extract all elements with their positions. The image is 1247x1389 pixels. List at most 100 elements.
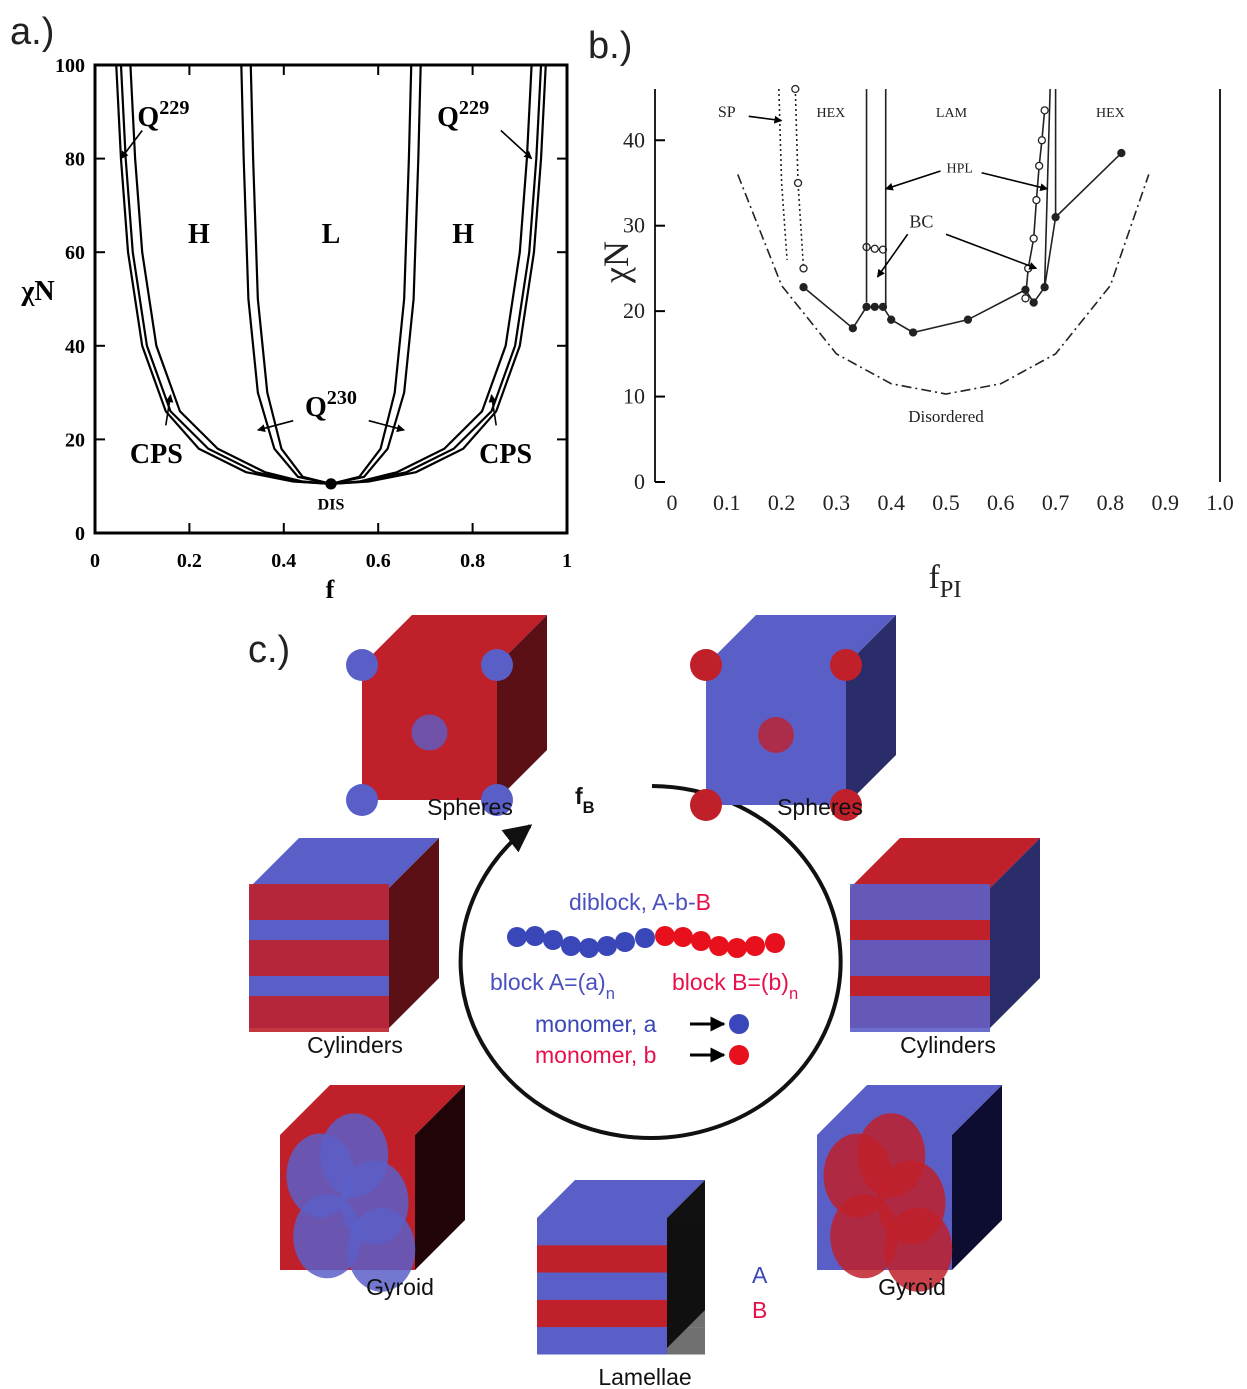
- lamella: [537, 1273, 667, 1300]
- gyroid-domain: [320, 1113, 388, 1197]
- morphology-label: Spheres: [777, 794, 863, 820]
- x-tick-label: 1: [562, 550, 572, 572]
- point: [795, 179, 802, 186]
- cylinder: [249, 940, 389, 976]
- curve: [779, 89, 787, 260]
- monomer-bead: [745, 936, 765, 956]
- lamella-side: [667, 1327, 705, 1354]
- annotation: HEX: [1096, 106, 1125, 121]
- sphere: [758, 717, 794, 753]
- y-tick-label: 40: [623, 127, 645, 152]
- annotation-base: Q: [137, 102, 159, 133]
- block-a-label-base: block A=(a): [490, 969, 606, 995]
- point: [1118, 150, 1125, 157]
- y-tick-label: 60: [65, 242, 85, 264]
- monomer-bead: [635, 928, 655, 948]
- annotation: H: [452, 219, 474, 250]
- block-b-label-sub: n: [789, 984, 798, 1003]
- annotation-sup: 229: [459, 97, 489, 119]
- morphology-label: Gyroid: [366, 1274, 434, 1300]
- x-tick-label: 0.9: [1151, 490, 1179, 515]
- lamella: [537, 1218, 667, 1245]
- x-tick-label: 0.2: [768, 490, 796, 515]
- point: [1036, 162, 1043, 169]
- arrow-label-sub: B: [583, 798, 595, 817]
- annotation: HEX: [817, 106, 846, 121]
- morphology-cube: [850, 838, 1040, 1032]
- x-tick-label: 0.3: [823, 490, 851, 515]
- morphology-label: Cylinders: [307, 1032, 403, 1058]
- point: [326, 479, 336, 489]
- point: [871, 245, 878, 252]
- x-tick-label: 0.7: [1042, 490, 1070, 515]
- annotation-arrow: [886, 171, 941, 189]
- monomer-bead: [615, 932, 635, 952]
- point: [792, 86, 799, 93]
- annotation: CPS: [479, 439, 532, 470]
- annotation-base: Disordered: [908, 407, 984, 426]
- annotation-base: CPS: [479, 439, 532, 470]
- point: [800, 284, 807, 291]
- x-axis-label-sub: PI: [940, 576, 962, 603]
- morphology-cube: [537, 1180, 705, 1355]
- morphology-label: Gyroid: [878, 1274, 946, 1300]
- chain-title-a: diblock, A-b-: [569, 889, 696, 915]
- monomer-bead: [525, 926, 545, 946]
- point: [964, 316, 971, 323]
- annotation-base: LAM: [936, 106, 968, 121]
- annotation: Q230: [305, 387, 357, 423]
- annotation-base: Q: [437, 102, 459, 133]
- block-a-label-sub: n: [606, 984, 615, 1003]
- lamella: [537, 1245, 667, 1272]
- panel-label: a.): [10, 11, 54, 53]
- annotation-base: DIS: [318, 497, 345, 514]
- sphere: [346, 649, 378, 681]
- x-axis-label: f: [326, 575, 335, 604]
- point: [888, 316, 895, 323]
- monomer-bead: [507, 927, 527, 947]
- monomer-bead: [543, 930, 563, 950]
- point: [849, 325, 856, 332]
- block-b-label: block B=(b)n: [672, 969, 798, 1003]
- cylinder: [850, 996, 990, 1032]
- sphere: [412, 715, 448, 751]
- gyroid-domain: [857, 1113, 925, 1197]
- annotation: CPS: [130, 439, 183, 470]
- monomer-bead: [673, 927, 693, 947]
- monomer-bead: [727, 938, 747, 958]
- point: [863, 303, 870, 310]
- curve: [738, 174, 1149, 394]
- arrow-label: fB: [575, 783, 595, 817]
- lamella-side: [667, 1273, 705, 1300]
- monomer-bead: [765, 933, 785, 953]
- monomer-bead: [579, 938, 599, 958]
- x-tick-label: 0: [90, 550, 100, 572]
- annotation-base: HEX: [1096, 106, 1125, 121]
- y-tick-label: 20: [623, 298, 645, 323]
- cycle-arrow: [461, 786, 841, 1138]
- morphology-cube: [346, 615, 547, 816]
- monomer-a-label: monomer, a: [535, 1011, 657, 1037]
- y-axis-label: χN: [596, 241, 636, 284]
- point: [1022, 295, 1029, 302]
- x-axis-label: fPI: [928, 559, 961, 603]
- sphere: [690, 789, 722, 821]
- point: [800, 265, 807, 272]
- monomer-bead: [597, 936, 617, 956]
- lamella: [537, 1300, 667, 1327]
- sphere: [690, 649, 722, 681]
- curve: [251, 65, 411, 484]
- point: [1038, 137, 1045, 144]
- annotation-base: HEX: [817, 106, 846, 121]
- y-tick-label: 100: [55, 55, 85, 77]
- annotation-arrow: [749, 116, 782, 120]
- curve: [795, 89, 803, 268]
- sphere: [830, 649, 862, 681]
- lamella: [537, 1327, 667, 1354]
- figure: a.) b.) c.) 00.20.40.60.81020406080100fχ…: [0, 0, 1247, 1389]
- monomer-a: [729, 1014, 749, 1034]
- annotation: HPL: [946, 162, 972, 177]
- morphology-label: Spheres: [427, 794, 513, 820]
- panel-label: c.): [248, 629, 290, 671]
- sphere: [346, 784, 378, 816]
